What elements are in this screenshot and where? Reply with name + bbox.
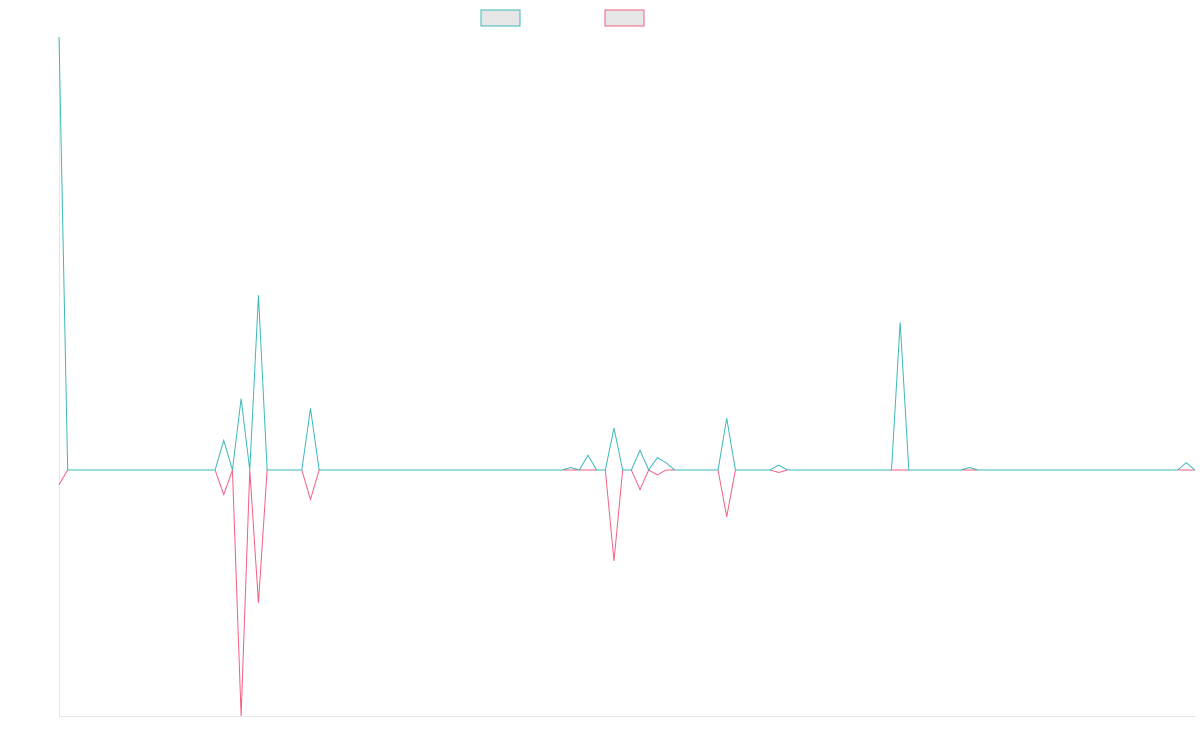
series-2-line[interactable] [58, 469, 1195, 717]
legend [480, 9, 645, 27]
series-1-line[interactable] [58, 36, 1196, 472]
axes [59, 37, 1196, 717]
legend-swatch-series-1[interactable] [480, 9, 521, 27]
series-group [58, 36, 1196, 717]
legend-swatch-series-2[interactable] [604, 9, 645, 27]
